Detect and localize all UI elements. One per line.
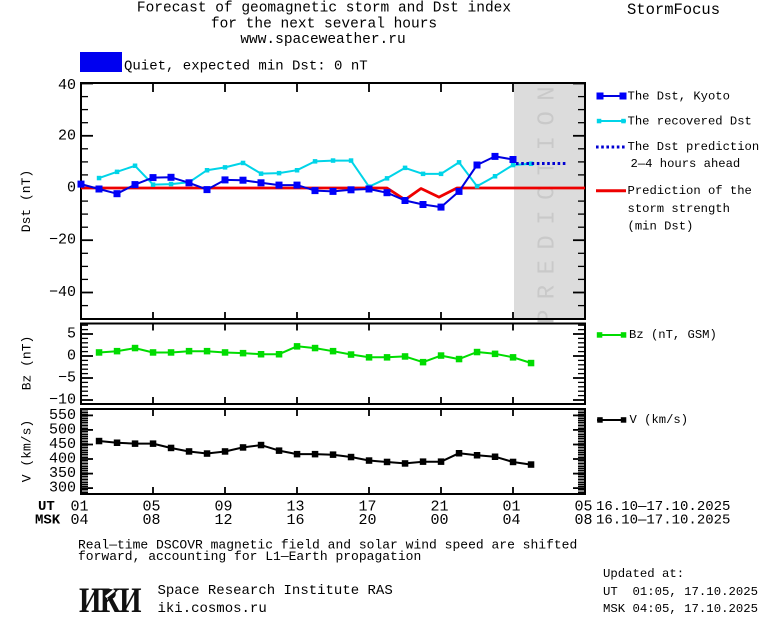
svg-text:08: 08 — [574, 512, 592, 529]
svg-text:UT 01:05, 17.10.2025: UT 01:05, 17.10.2025 — [603, 585, 758, 599]
svg-text:UT: UT — [38, 499, 55, 515]
svg-text:500: 500 — [49, 421, 76, 438]
svg-text:450: 450 — [49, 436, 76, 453]
svg-text:Bz (nT, GSM): Bz (nT, GSM) — [629, 328, 717, 342]
svg-text:StormFocus: StormFocus — [627, 1, 720, 19]
svg-text:04: 04 — [502, 512, 520, 529]
svg-text:The Dst prediction: The Dst prediction — [628, 140, 760, 154]
svg-text:16.10—17.10.2025: 16.10—17.10.2025 — [596, 499, 730, 515]
svg-text:01: 01 — [502, 499, 520, 516]
svg-text:09: 09 — [214, 499, 232, 516]
svg-text:0: 0 — [67, 180, 76, 197]
svg-text:for the next several hours: for the next several hours — [211, 16, 437, 32]
svg-text:forward, accounting for L1—Ear: forward, accounting for L1—Earth propaga… — [78, 549, 421, 564]
svg-text:Real—time DSCOVR magnetic fiel: Real—time DSCOVR magnetic field and sola… — [78, 538, 577, 553]
svg-text:iki.cosmos.ru: iki.cosmos.ru — [158, 601, 267, 617]
svg-text:05: 05 — [142, 499, 160, 516]
svg-text:16: 16 — [286, 512, 304, 529]
svg-text:−10: −10 — [49, 392, 76, 409]
svg-text:13: 13 — [286, 499, 304, 516]
svg-text:−40: −40 — [49, 284, 76, 301]
svg-text:Dst (nT): Dst (nT) — [19, 170, 34, 232]
svg-text:PREDICTION: PREDICTION — [535, 76, 562, 324]
svg-text:Space Research Institute RAS: Space Research Institute RAS — [158, 583, 393, 599]
svg-text:16.10—17.10.2025: 16.10—17.10.2025 — [596, 513, 730, 529]
svg-text:20: 20 — [58, 127, 76, 144]
svg-text:2—4 hours ahead: 2—4 hours ahead — [631, 157, 741, 171]
svg-text:www.spaceweather.ru: www.spaceweather.ru — [240, 32, 405, 48]
svg-text:00: 00 — [430, 512, 448, 529]
svg-text:550: 550 — [49, 407, 76, 424]
svg-text:Prediction of the: Prediction of the — [628, 184, 752, 198]
svg-text:5: 5 — [67, 326, 76, 343]
svg-text:08: 08 — [142, 512, 160, 529]
svg-text:400: 400 — [49, 451, 76, 468]
svg-text:20: 20 — [358, 512, 376, 529]
svg-text:V (km/s): V (km/s) — [20, 420, 35, 482]
svg-text:350: 350 — [49, 465, 76, 482]
svg-text:Quiet, expected min Dst: 0 nT: Quiet, expected min Dst: 0 nT — [124, 59, 368, 75]
svg-text:17: 17 — [358, 499, 376, 516]
svg-text:Bz (nT): Bz (nT) — [20, 336, 35, 391]
svg-text:Updated at:: Updated at: — [603, 567, 684, 581]
svg-text:MSK: MSK — [35, 513, 61, 529]
svg-text:300: 300 — [49, 480, 76, 497]
svg-text:V (km/s): V (km/s) — [630, 413, 689, 427]
svg-text:21: 21 — [430, 499, 448, 516]
svg-text:storm strength: storm strength — [628, 202, 730, 216]
svg-text:−5: −5 — [58, 370, 76, 387]
svg-text:01: 01 — [70, 499, 88, 516]
svg-text:(min Dst): (min Dst) — [628, 220, 694, 234]
svg-text:Forecast of geomagnetic storm: Forecast of geomagnetic storm and Dst in… — [137, 1, 511, 17]
svg-text:05: 05 — [574, 499, 592, 516]
svg-text:MSK 04:05, 17.10.2025: MSK 04:05, 17.10.2025 — [603, 602, 758, 616]
svg-text:04: 04 — [70, 512, 88, 529]
svg-text:12: 12 — [214, 512, 232, 529]
svg-text:The Dst, Kyoto: The Dst, Kyoto — [628, 90, 730, 104]
svg-text:−20: −20 — [49, 232, 76, 249]
svg-text:The recovered Dst: The recovered Dst — [628, 114, 752, 128]
svg-text:0: 0 — [67, 348, 76, 365]
svg-text:40: 40 — [58, 77, 76, 94]
